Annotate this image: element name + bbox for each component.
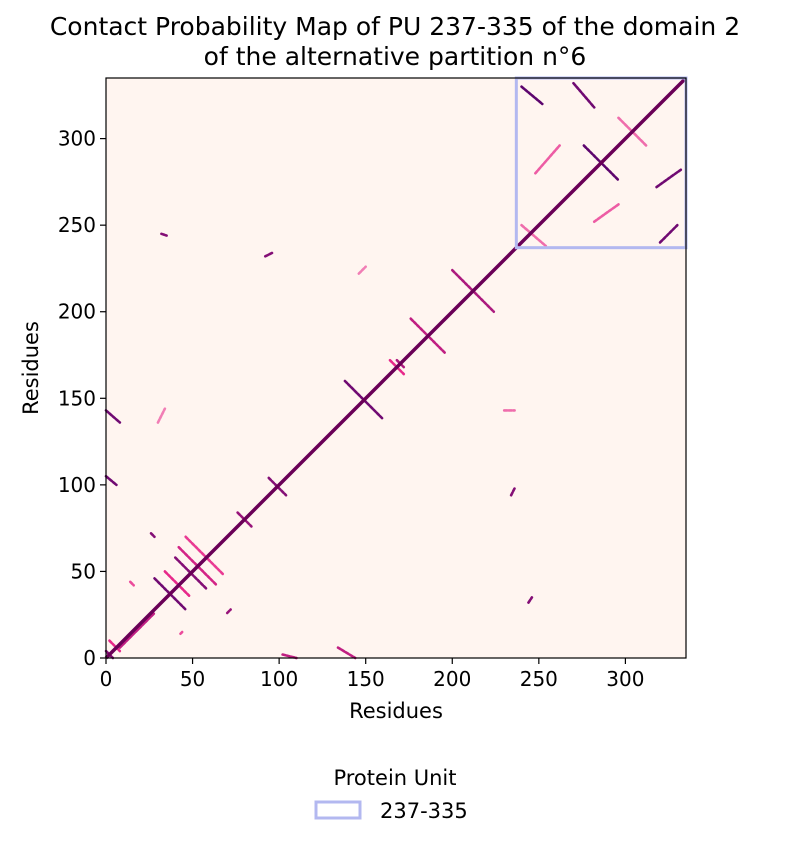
- y-tick-label: 0: [83, 646, 96, 670]
- contact-segment: [592, 203, 620, 224]
- legend-title: Protein Unit: [333, 766, 456, 790]
- contact-segment: [520, 85, 544, 106]
- x-axis: 0 50 100 150 200 250 300: [100, 658, 644, 691]
- x-tick-label: 150: [347, 667, 385, 691]
- y-tick-label: 100: [58, 473, 96, 497]
- x-tick-label: 50: [180, 667, 205, 691]
- x-tick-label: 100: [260, 667, 298, 691]
- x-tick-label: 200: [433, 667, 471, 691]
- y-tick-label: 150: [58, 386, 96, 410]
- contact-segment: [179, 630, 184, 636]
- y-tick-label: 300: [58, 127, 96, 151]
- y-axis: 0 50 100 150 200 250 300: [58, 127, 106, 670]
- chart-title-line-1: Contact Probability Map of PU 237-335 of…: [50, 12, 740, 41]
- y-axis-label: Residues: [19, 321, 43, 415]
- legend-swatch: [314, 800, 362, 820]
- contact-segment: [225, 608, 232, 615]
- plot-frame: [105, 77, 687, 659]
- y-tick-label: 200: [58, 300, 96, 324]
- contact-segment: [655, 168, 683, 189]
- legend: Protein Unit 237-335: [314, 766, 468, 823]
- contact-segment: [520, 223, 548, 248]
- contact-segment: [108, 639, 122, 653]
- x-axis-label: Residues: [349, 699, 443, 723]
- contact-segment: [534, 144, 561, 175]
- contact-segment: [104, 474, 118, 487]
- contact-segment: [118, 611, 156, 649]
- contact-segment: [128, 580, 136, 587]
- contact-segment: [160, 232, 168, 237]
- y-tick-label: 250: [58, 213, 96, 237]
- x-tick-label: 0: [100, 667, 113, 691]
- contact-segment: [658, 223, 679, 244]
- contact-segment: [357, 265, 368, 275]
- contact-segment: [509, 487, 516, 497]
- chart-title-line-2: of the alternative partition n°6: [204, 42, 587, 71]
- legend-entry-label: 237-335: [380, 799, 468, 823]
- contact-segment: [572, 81, 596, 109]
- main-diagonal: [104, 76, 688, 660]
- plot-area: [104, 76, 688, 660]
- contact-segment: [163, 570, 191, 597]
- contact-segment: [156, 407, 167, 424]
- contact-segment: [527, 596, 534, 604]
- contact-segment: [263, 251, 274, 258]
- contact-segment: [104, 409, 122, 424]
- contact-segment: [184, 535, 226, 577]
- contact-segment: [336, 646, 357, 660]
- x-tick-label: 300: [606, 667, 644, 691]
- x-tick-label: 250: [520, 667, 558, 691]
- contact-segment: [149, 532, 156, 539]
- y-tick-label: 50: [71, 559, 96, 583]
